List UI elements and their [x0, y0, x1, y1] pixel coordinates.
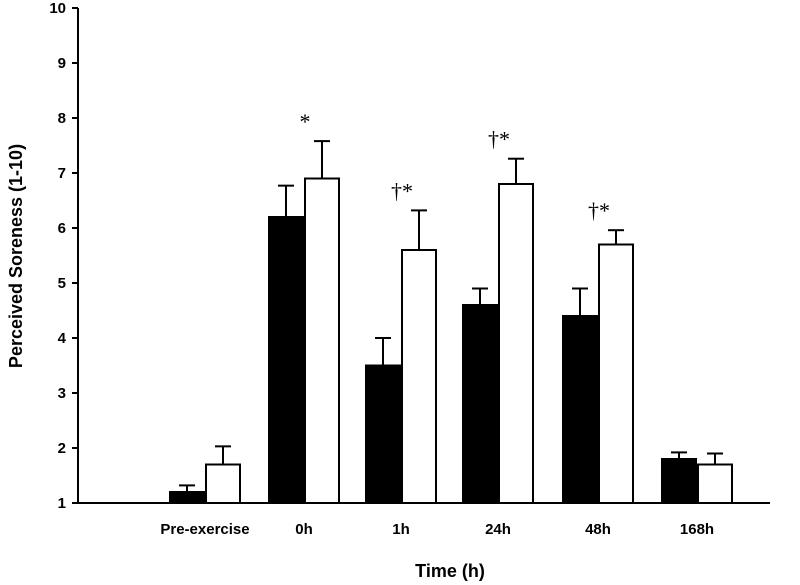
bar-light — [697, 463, 733, 504]
significance-marker: †* — [588, 198, 610, 223]
y-tick-label: 5 — [58, 275, 66, 292]
significance-marker: * — [300, 109, 311, 134]
bar-dark — [462, 304, 498, 504]
x-tick-label: 48h — [585, 521, 611, 538]
y-tick-label: 2 — [58, 440, 66, 457]
y-tick-label: 6 — [58, 220, 66, 237]
bar-light — [401, 249, 437, 504]
bar-dark — [562, 315, 598, 504]
bar-dark — [169, 491, 205, 504]
y-tick-label: 9 — [58, 55, 66, 72]
x-tick-label: 0h — [295, 521, 313, 538]
bar-dark — [268, 216, 304, 504]
plot-area: 1 2 3 4 5 6 7 8 9 10 Pre-exercise 0h 1h 24h 48h 168h * †*… — [49, 0, 770, 538]
significance-marker: †* — [488, 127, 510, 152]
x-axis-title: Time (h) — [415, 561, 485, 581]
y-tick-label: 4 — [58, 330, 67, 347]
bar-light — [205, 463, 241, 504]
bar-light — [498, 183, 534, 504]
y-tick-label: 8 — [58, 110, 66, 127]
x-tick-label: Pre-exercise — [160, 521, 249, 538]
x-tick-label: 24h — [485, 521, 511, 538]
bar-light — [304, 177, 340, 504]
bar-dark — [365, 364, 401, 504]
y-axis-title: Perceived Soreness (1-10) — [6, 144, 26, 368]
significance-marker: †* — [391, 178, 413, 203]
bar-light — [598, 243, 634, 504]
y-tick-label: 1 — [58, 495, 66, 512]
y-tick-label: 7 — [58, 165, 66, 182]
bar-dark — [661, 458, 697, 504]
x-tick-label: 168h — [680, 521, 714, 538]
y-tick-label: 3 — [58, 385, 66, 402]
x-tick-label: 1h — [392, 521, 410, 538]
y-tick-label: 10 — [49, 0, 66, 17]
